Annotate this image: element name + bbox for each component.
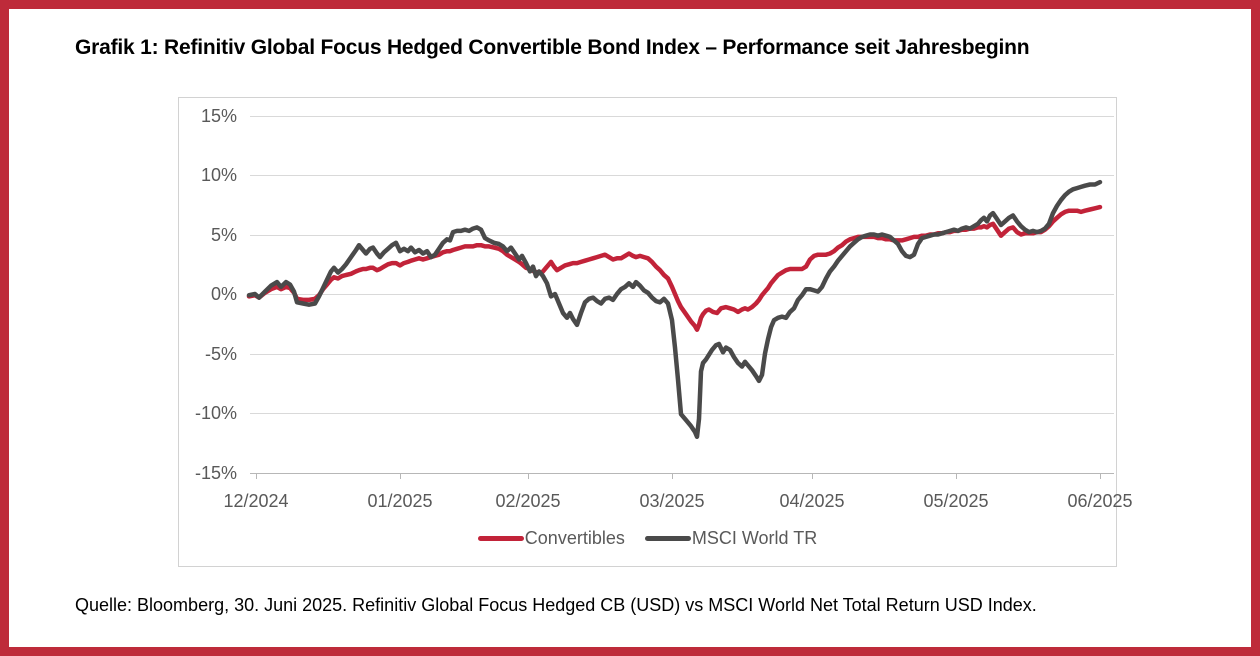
- convertibles-line-swatch: [477, 536, 524, 541]
- x-axis-label: 03/2025: [639, 491, 705, 511]
- y-axis-label: 10%: [200, 165, 237, 185]
- y-axis-label: 5%: [210, 225, 237, 245]
- y-gridline: [250, 354, 1114, 355]
- page-title: Grafik 1: Refinitiv Global Focus Hedged …: [75, 36, 1030, 59]
- axis-baseline: [250, 473, 1114, 474]
- msci-line-swatch: [644, 536, 691, 541]
- x-axis-label: 02/2025: [495, 491, 561, 511]
- x-axis-label: 12/2024: [223, 491, 289, 511]
- y-axis-label: 15%: [200, 106, 237, 126]
- x-axis-tick: [672, 473, 673, 479]
- x-axis-label: 05/2025: [923, 491, 989, 511]
- x-axis-tick: [400, 473, 401, 479]
- y-axis-label: -10%: [194, 403, 237, 423]
- x-axis-tick: [1100, 473, 1101, 479]
- x-axis-label: 06/2025: [1067, 491, 1133, 511]
- x-axis-tick: [256, 473, 257, 479]
- x-axis-label: 04/2025: [779, 491, 845, 511]
- y-gridline: [250, 175, 1114, 176]
- y-axis-label: 0%: [210, 284, 237, 304]
- x-axis-tick: [812, 473, 813, 479]
- y-axis-label: -5%: [204, 344, 237, 364]
- plot-svg: [246, 179, 1103, 440]
- legend-item-msci: MSCI World TR: [644, 528, 818, 549]
- legend-label-msci: MSCI World TR: [691, 528, 818, 548]
- source-note: Quelle: Bloomberg, 30. Juni 2025. Refini…: [75, 595, 1037, 615]
- msci-world-line: [246, 179, 1103, 440]
- y-axis-label: -15%: [194, 463, 237, 483]
- legend: Convertibles MSCI World TR: [179, 528, 1116, 549]
- chart-frame: 15% 10% 5% 0% -5% -10% -15% 12/2024 01/2025 02/20…: [178, 97, 1133, 567]
- x-axis-label: 01/2025: [367, 491, 433, 511]
- x-axis-tick: [528, 473, 529, 479]
- legend-label-convertibles: Convertibles: [524, 528, 625, 548]
- y-gridline: [250, 116, 1114, 117]
- legend-item-convertibles: Convertibles: [477, 528, 625, 549]
- y-gridline: [250, 235, 1114, 236]
- y-gridline: [250, 294, 1114, 295]
- x-axis-tick: [956, 473, 957, 479]
